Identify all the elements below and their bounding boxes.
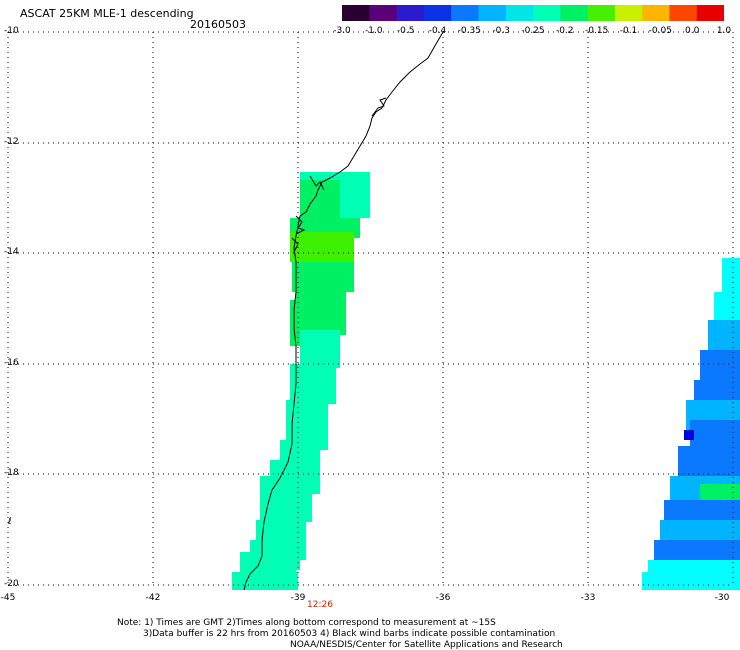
colorbar-tick-label: -0.2 [556, 26, 574, 36]
colorbar-tick-label: -0.4 [428, 26, 447, 36]
colorbar-tick-label: 1.0 [716, 26, 732, 36]
swath-cell [260, 476, 312, 522]
time-marker: 12:26 [307, 600, 333, 610]
swath-cell [290, 232, 354, 262]
coast-detail [291, 97, 387, 253]
product-date: 20160503 [190, 18, 246, 31]
swath-layer [232, 172, 740, 590]
longitude-label: -45 [0, 593, 16, 603]
swath-cell [678, 446, 740, 480]
colorbar-cell [560, 5, 589, 21]
latitude-label: -16 [4, 358, 19, 368]
colorbar-tick-label: -0.3 [492, 26, 510, 36]
longitude-label: -33 [580, 593, 596, 603]
note-line-3: NOAA/NESDIS/Center for Satellite Applica… [290, 640, 563, 650]
latitude-label: -12 [4, 137, 19, 147]
latitude-label: -18 [4, 468, 19, 478]
colorbar-cell [642, 5, 670, 21]
colorbar-tick-label: -0.35 [457, 26, 481, 36]
swath-cell [300, 330, 340, 368]
longitude-label: -42 [145, 593, 161, 603]
colorbar-cell [478, 5, 507, 21]
colorbar-cell [669, 5, 698, 21]
swath-cell [690, 420, 740, 450]
latitude-label: -10 [4, 26, 19, 36]
product-title: ASCAT 25KM MLE-1 descending [20, 7, 194, 20]
colorbar-cell [369, 5, 398, 21]
colorbar-cell [396, 5, 425, 21]
note-line-2: 3)Data buffer is 22 hrs from 20160503 4)… [143, 629, 556, 639]
swath-cell [684, 430, 694, 440]
colorbar-tick-label: -3.0 [333, 26, 351, 36]
small-marker-glyph: ℓ [7, 517, 12, 527]
longitude-label: -39 [290, 593, 306, 603]
colorbar-cell [451, 5, 479, 21]
colorbar-tick-label: -0.15 [585, 26, 609, 36]
swath-cell [642, 572, 740, 590]
colorbar-tick-label: -0.25 [521, 26, 545, 36]
graticule [7, 31, 734, 586]
swath-cell [290, 364, 336, 404]
colorbar-tick-label: 0.0 [684, 26, 700, 36]
colorbar-cell [533, 5, 561, 21]
colorbar-tick-label: -0.1 [619, 26, 638, 36]
colorbar-cell [342, 5, 370, 21]
note-line-1: Note: 1) Times are GMT 2)Times along bot… [117, 618, 496, 628]
colorbar-cell [614, 5, 643, 21]
colorbar-cell [696, 5, 724, 21]
swath-cell [714, 292, 740, 322]
coastline [243, 31, 444, 591]
colorbar-cell [587, 5, 616, 21]
longitude-label: -36 [435, 593, 451, 603]
swath-cell [292, 262, 354, 292]
swath-cell [708, 320, 740, 350]
swath-cell [722, 258, 740, 298]
colorbar [342, 5, 724, 21]
latitude-label: -20 [4, 579, 19, 589]
longitude-label: -30 [714, 593, 730, 603]
colorbar-tick-label: -0.5 [396, 26, 415, 36]
swath-cell [240, 552, 296, 572]
latitude-label: -14 [4, 247, 19, 257]
colorbar-tick-label: -1.0 [365, 26, 383, 36]
swath-cell [232, 572, 298, 590]
colorbar-cell [423, 5, 452, 21]
colorbar-cell [505, 5, 534, 21]
colorbar-tick-label: -0.05 [648, 26, 672, 36]
